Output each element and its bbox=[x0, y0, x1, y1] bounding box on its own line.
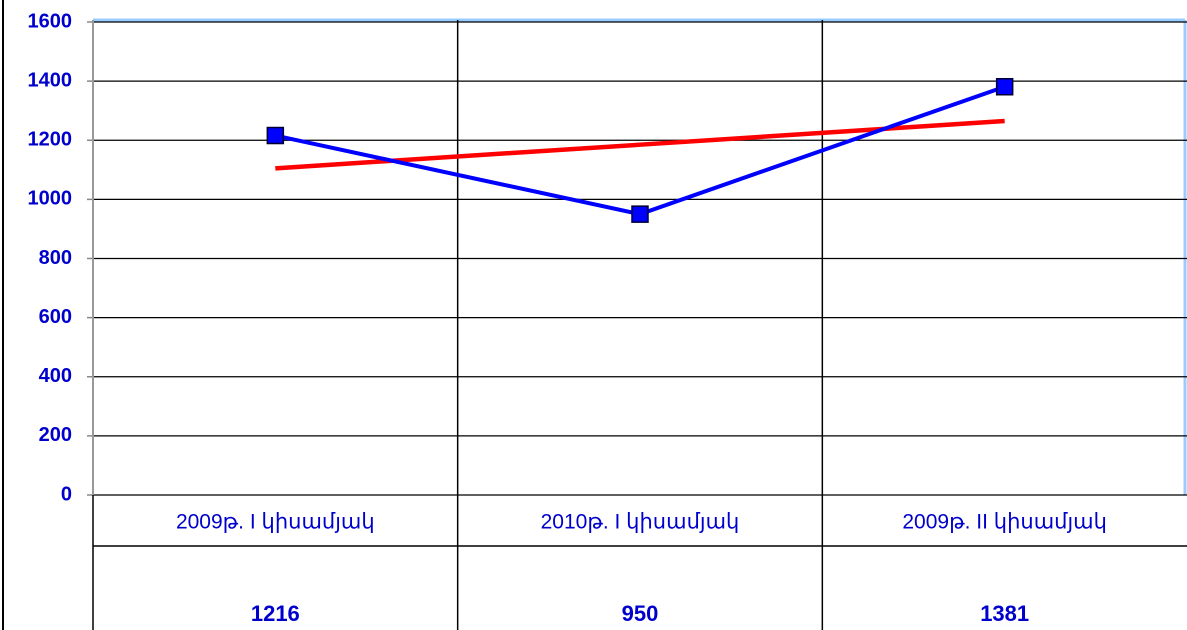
y-tick-label: 1000 bbox=[28, 188, 73, 210]
marker bbox=[266, 126, 285, 145]
y-tick-label: 1600 bbox=[28, 10, 73, 32]
y-tick-label: 600 bbox=[39, 306, 72, 328]
value-label: 1381 bbox=[980, 601, 1029, 626]
y-tick-label: 400 bbox=[39, 365, 72, 387]
plot-area bbox=[93, 20, 1185, 495]
marker bbox=[995, 77, 1014, 96]
y-tick-label: 1400 bbox=[28, 69, 73, 91]
y-tick-label: 800 bbox=[39, 247, 72, 269]
x-tick-label: 2009թ. I կիսամյակ bbox=[176, 511, 375, 534]
y-tick-label: 200 bbox=[39, 424, 72, 446]
x-tick-label: 2009թ. II կիսամյակ bbox=[902, 511, 1107, 534]
value-label: 950 bbox=[622, 601, 659, 626]
y-tick-label: 0 bbox=[61, 483, 72, 505]
value-label: 1216 bbox=[251, 601, 300, 626]
x-tick-label: 2010թ. I կիսամյակ bbox=[541, 511, 740, 534]
y-tick-label: 1200 bbox=[28, 129, 73, 151]
marker bbox=[631, 205, 649, 223]
